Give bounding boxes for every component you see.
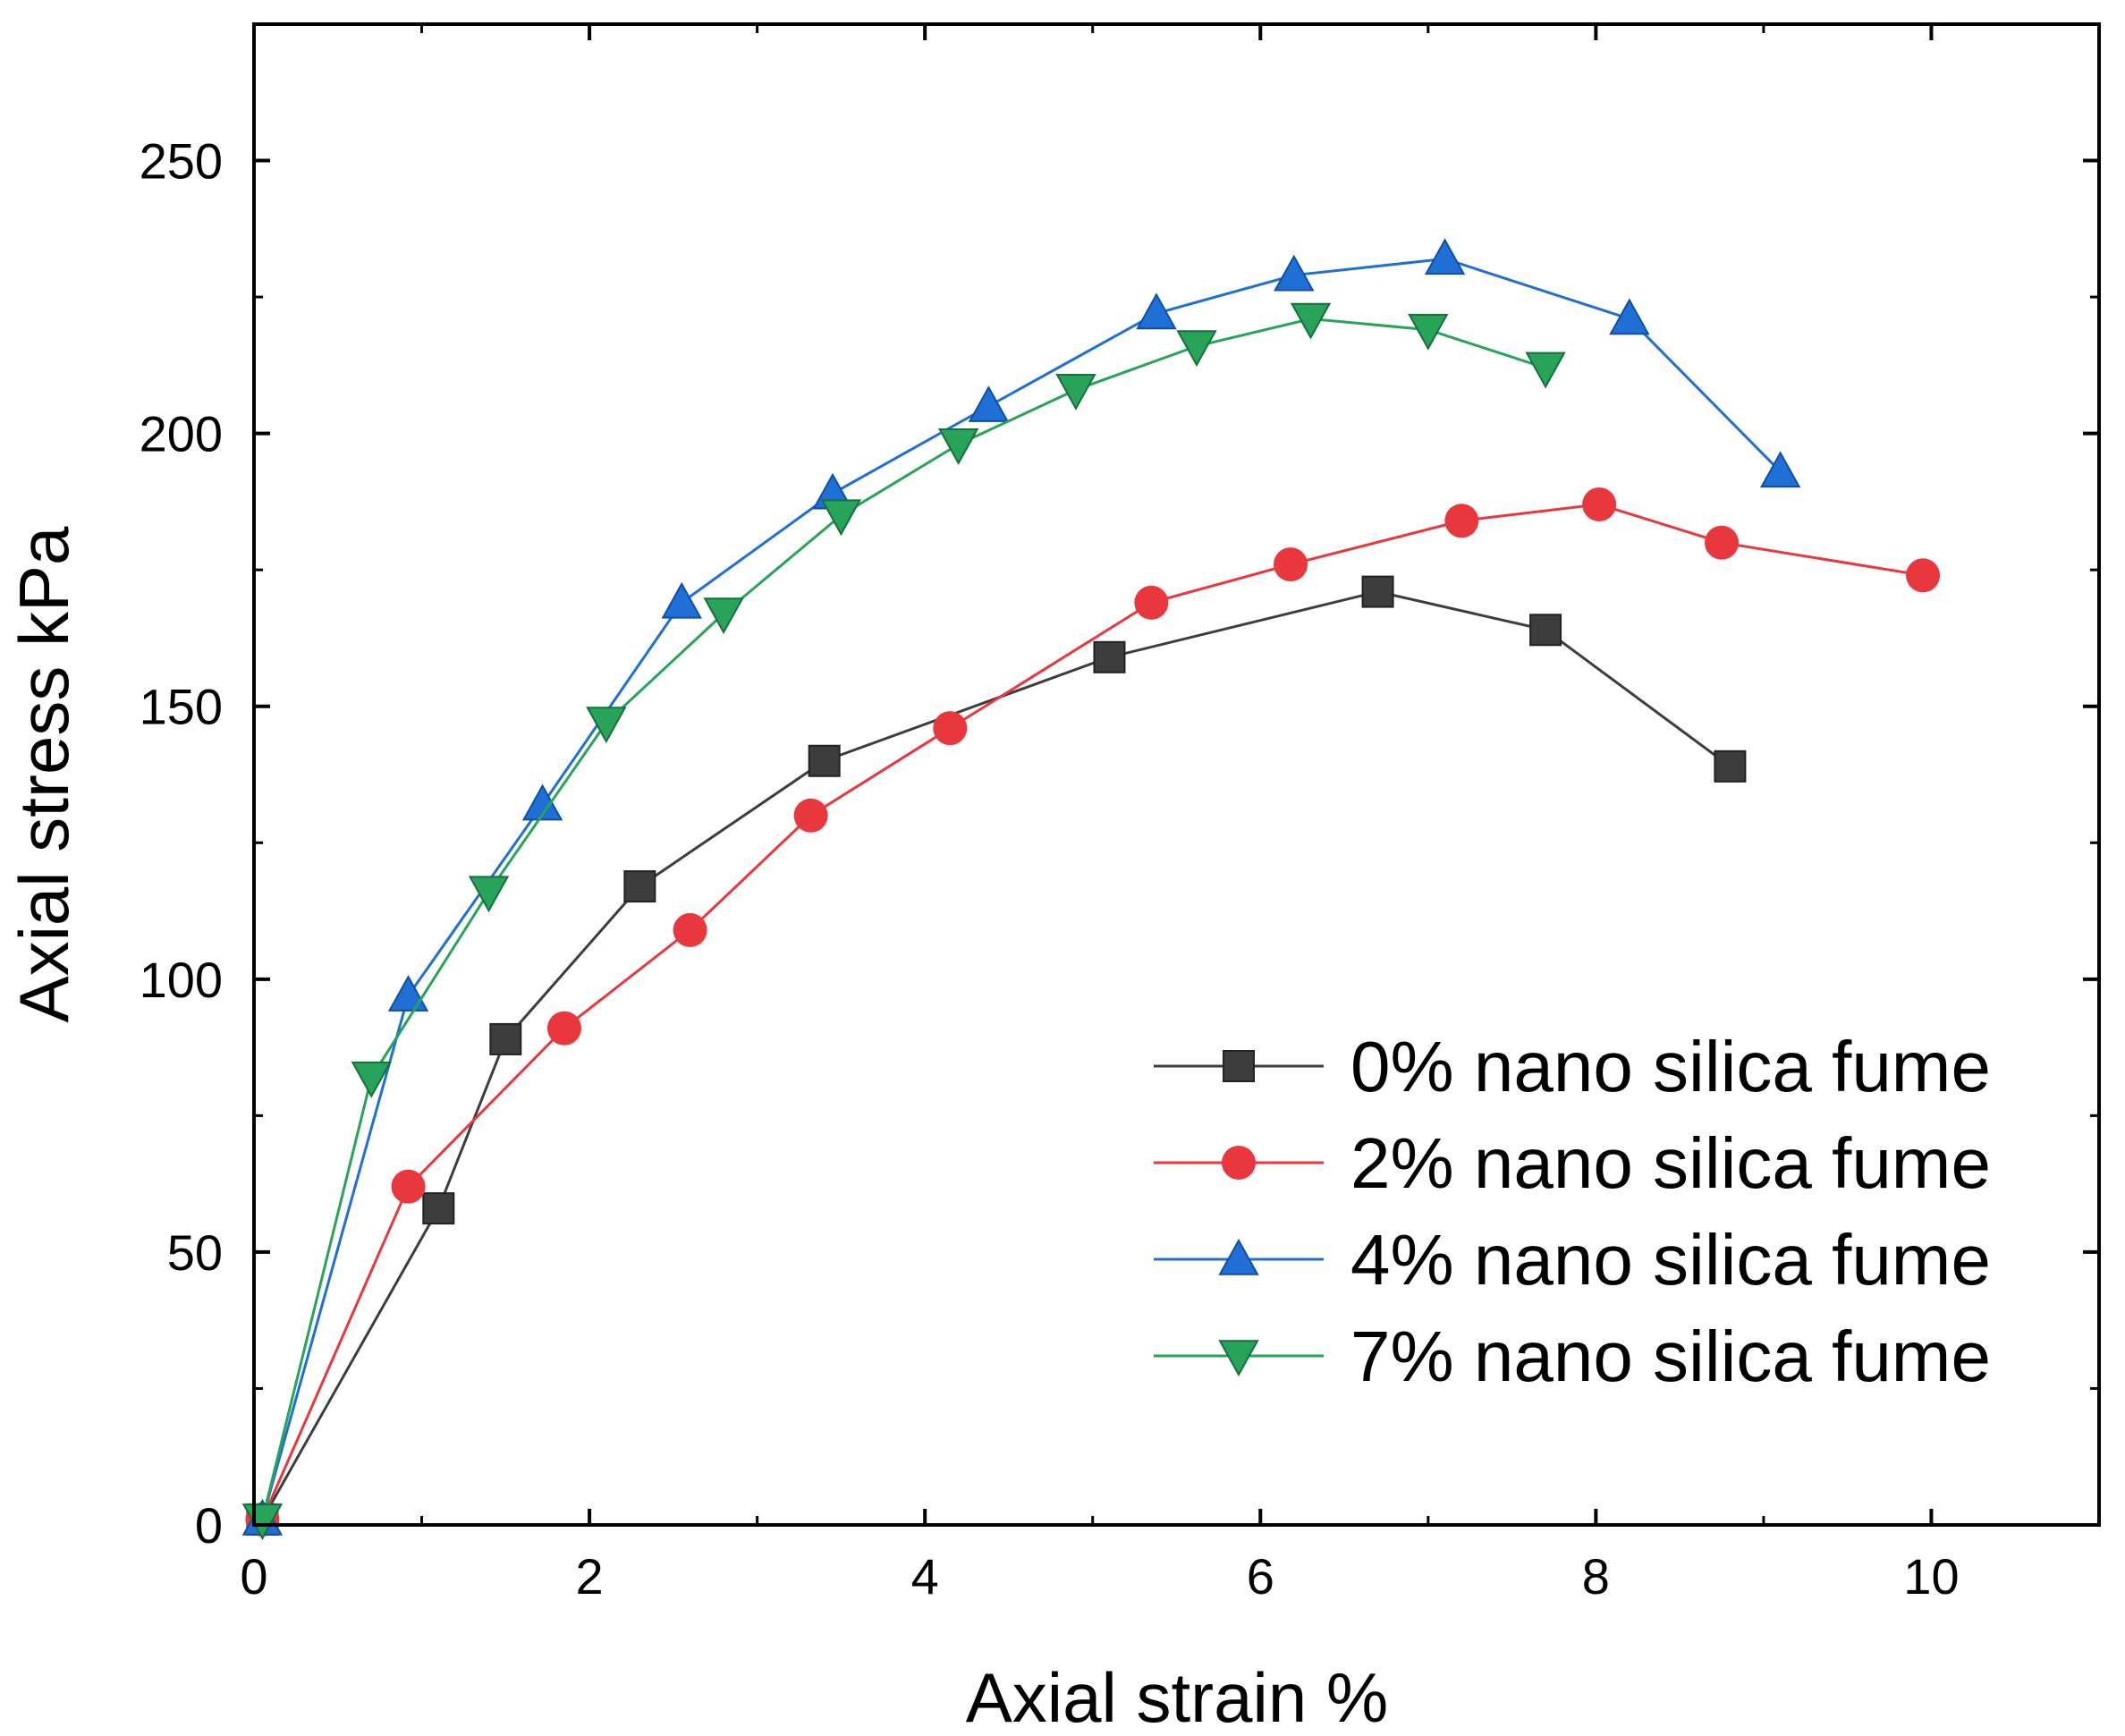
data-point xyxy=(1714,749,1747,783)
data-point xyxy=(1176,330,1217,368)
legend-marker xyxy=(1218,1238,1259,1275)
data-point xyxy=(422,1192,455,1225)
plot-frame xyxy=(252,22,2101,1527)
data-point xyxy=(933,711,968,746)
legend-marker xyxy=(1223,1050,1255,1082)
legend-label: 0% nano silica fume xyxy=(1350,1027,1991,1106)
data-point xyxy=(1705,525,1740,560)
y-tick-label: 100 xyxy=(140,952,223,1008)
data-point xyxy=(546,1011,581,1046)
y-tick-label: 0 xyxy=(195,1497,223,1554)
data-point xyxy=(489,1022,522,1055)
data-point xyxy=(1525,351,1566,389)
data-point xyxy=(808,744,841,777)
x-axis-title: Axial strain % xyxy=(966,1658,1389,1736)
x-tick-label: 2 xyxy=(576,1548,604,1605)
data-point xyxy=(1134,585,1169,620)
series-layer xyxy=(241,238,1941,1540)
data-point xyxy=(1529,614,1562,647)
series-2 xyxy=(241,238,1801,1536)
series-0 xyxy=(246,575,1747,1536)
legend-label: 2% nano silica fume xyxy=(1350,1123,1991,1203)
data-point xyxy=(820,499,862,537)
data-point xyxy=(1274,254,1315,292)
data-point xyxy=(703,597,744,635)
data-point xyxy=(1290,302,1332,340)
series-line xyxy=(260,317,1546,1520)
legend-item-0: 0% nano silica fume xyxy=(1154,1027,1991,1106)
legend-label: 4% nano silica fume xyxy=(1350,1220,1991,1300)
data-point xyxy=(1136,292,1177,330)
data-point xyxy=(1055,374,1096,411)
data-point xyxy=(1582,487,1617,521)
x-tick-label: 10 xyxy=(1903,1548,1959,1605)
data-point xyxy=(937,428,979,465)
y-tick-label: 150 xyxy=(140,679,223,735)
data-point xyxy=(1906,558,1941,593)
legend-item-2: 4% nano silica fume xyxy=(1154,1220,1991,1300)
data-point xyxy=(673,912,707,947)
legend: 0% nano silica fume 2% nano silica fume 4%… xyxy=(1154,1027,1991,1396)
data-point xyxy=(1609,298,1650,335)
series-3 xyxy=(241,302,1566,1540)
data-point xyxy=(1361,575,1394,608)
data-point xyxy=(391,1169,426,1204)
x-tick-label: 8 xyxy=(1582,1548,1610,1605)
data-point xyxy=(586,707,627,744)
y-axis-title: Axial stress kPa xyxy=(4,526,83,1022)
data-point xyxy=(623,870,656,903)
data-point xyxy=(1093,640,1126,673)
legend-marker xyxy=(1222,1146,1256,1180)
data-point xyxy=(1408,313,1449,351)
y-tick-label: 50 xyxy=(167,1224,223,1281)
x-tick-label: 6 xyxy=(1247,1548,1274,1605)
data-point xyxy=(661,581,702,619)
data-point xyxy=(793,798,828,833)
series-line xyxy=(261,503,1924,1520)
legend-item-3: 7% nano silica fume xyxy=(1154,1317,1991,1396)
x-tick-label: 0 xyxy=(240,1548,267,1605)
data-point xyxy=(1444,504,1479,538)
legend-marker xyxy=(1218,1340,1259,1377)
data-point xyxy=(968,385,1010,422)
legend-item-1: 2% nano silica fume xyxy=(1154,1123,1991,1203)
legend-label: 7% nano silica fume xyxy=(1350,1317,1991,1396)
x-tick-label: 4 xyxy=(911,1548,939,1605)
data-point xyxy=(1759,451,1801,488)
data-point xyxy=(351,1061,392,1098)
data-point xyxy=(1424,238,1466,275)
y-tick-label: 200 xyxy=(140,406,223,462)
data-point xyxy=(1274,547,1308,582)
y-tick-label: 250 xyxy=(140,133,223,190)
data-point xyxy=(468,876,510,913)
